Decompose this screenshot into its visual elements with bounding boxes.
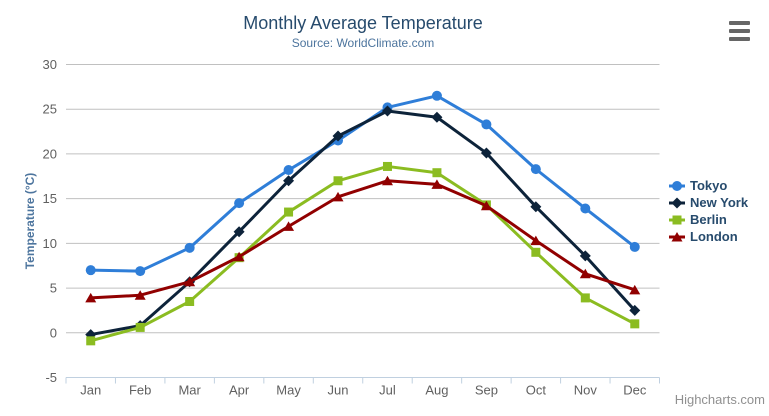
- xaxis: Jan Feb Mar Apr May Jun Jul Aug Sep Oct Nov Dec: [65, 377, 660, 398]
- xaxis-label: Dec: [623, 383, 647, 398]
- berlin-legend-marker-icon: [669, 215, 685, 224]
- legend-item-new-york[interactable]: New York: [669, 194, 748, 211]
- svg-text:15: 15: [43, 191, 57, 206]
- hamburger-menu-icon: [729, 37, 750, 41]
- legend-item-london[interactable]: London: [669, 228, 748, 245]
- chart-subtitle: Source: WorldClimate.com: [291, 36, 435, 50]
- series-berlin: [86, 161, 640, 346]
- highcharts-credits-link[interactable]: Highcharts.com: [674, 392, 765, 407]
- svg-text:30: 30: [43, 57, 57, 72]
- svg-text:5: 5: [50, 281, 57, 296]
- tokyo-legend-marker-icon: [669, 180, 685, 191]
- series-london: [85, 175, 641, 303]
- svg-text:10: 10: [43, 236, 57, 251]
- london-legend-marker-icon: [669, 231, 685, 241]
- xaxis-label: Mar: [178, 383, 201, 398]
- legend-label: Tokyo: [690, 178, 728, 193]
- xaxis-label: Sep: [475, 383, 498, 398]
- hamburger-menu-icon: [729, 29, 750, 33]
- hamburger-menu-icon: [729, 21, 750, 25]
- xaxis-label: Apr: [229, 383, 250, 398]
- series-tokyo: [85, 90, 640, 277]
- chart-title: Monthly Average Temperature: [243, 13, 483, 33]
- svg-text:0: 0: [50, 325, 57, 340]
- export-menu-button[interactable]: [729, 20, 751, 42]
- legend-label: London: [690, 229, 738, 244]
- series-new-york: [85, 105, 641, 341]
- xaxis-label: Nov: [574, 383, 598, 398]
- legend-item-tokyo[interactable]: Tokyo: [669, 177, 748, 194]
- yaxis-labels: -5 0 5 10 15 20 25 30: [43, 57, 57, 385]
- legend: Tokyo New York Berlin London: [669, 177, 748, 245]
- xaxis-label: Feb: [129, 383, 151, 398]
- yaxis-title: Temperature (°C): [23, 172, 37, 270]
- legend-item-berlin[interactable]: Berlin: [669, 211, 748, 228]
- xaxis-label: Jun: [328, 383, 349, 398]
- svg-text:-5: -5: [45, 370, 57, 385]
- xaxis-label: May: [276, 383, 301, 398]
- xaxis-label: Aug: [425, 383, 448, 398]
- xaxis-label: Jul: [379, 383, 396, 398]
- svg-text:25: 25: [43, 102, 57, 117]
- xaxis-label: Jan: [80, 383, 101, 398]
- legend-label: Berlin: [690, 212, 727, 227]
- xaxis-label: Oct: [526, 383, 547, 398]
- y-gridlines: [66, 64, 660, 378]
- legend-label: New York: [690, 195, 749, 210]
- new-york-legend-marker-icon: [669, 197, 685, 208]
- svg-text:20: 20: [43, 146, 57, 161]
